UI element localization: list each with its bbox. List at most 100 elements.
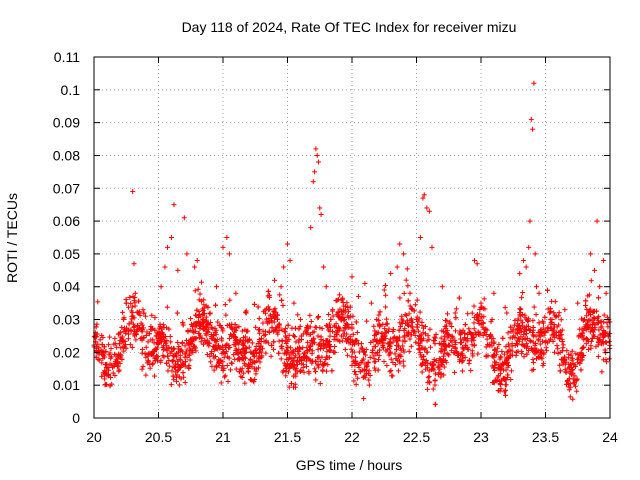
data-point bbox=[158, 284, 164, 290]
data-point bbox=[575, 355, 581, 361]
data-point bbox=[420, 325, 426, 331]
data-point bbox=[519, 341, 525, 347]
data-point bbox=[462, 354, 468, 360]
data-point bbox=[346, 315, 352, 321]
data-point bbox=[324, 354, 330, 360]
data-point bbox=[589, 335, 595, 341]
data-point bbox=[226, 336, 232, 342]
data-point bbox=[165, 368, 171, 374]
data-point bbox=[401, 363, 407, 369]
data-point bbox=[547, 310, 553, 316]
data-point bbox=[585, 293, 591, 299]
data-point bbox=[349, 354, 355, 360]
data-point bbox=[266, 329, 272, 335]
data-point bbox=[381, 287, 387, 293]
data-point bbox=[251, 301, 257, 307]
data-point bbox=[562, 307, 568, 313]
data-point bbox=[358, 345, 364, 351]
data-point bbox=[498, 354, 504, 360]
data-point bbox=[315, 315, 321, 321]
data-point bbox=[386, 341, 392, 347]
data-point bbox=[574, 388, 580, 394]
data-point bbox=[333, 298, 339, 304]
y-tick-label: 0.11 bbox=[54, 49, 80, 65]
data-point bbox=[575, 300, 581, 306]
data-point bbox=[521, 354, 527, 360]
data-point bbox=[388, 271, 394, 277]
data-point bbox=[131, 298, 137, 304]
data-point bbox=[130, 293, 136, 299]
y-tick-label: 0.04 bbox=[53, 279, 80, 295]
data-point bbox=[324, 349, 330, 355]
data-point bbox=[448, 337, 454, 343]
data-point bbox=[249, 340, 255, 346]
data-point bbox=[131, 315, 137, 321]
data-point bbox=[180, 362, 186, 368]
data-point bbox=[484, 336, 490, 342]
data-point bbox=[286, 384, 292, 390]
data-point bbox=[133, 337, 139, 343]
data-point bbox=[251, 353, 257, 359]
data-point bbox=[482, 306, 488, 312]
data-point bbox=[475, 329, 481, 335]
data-point bbox=[222, 373, 228, 379]
data-point bbox=[353, 381, 359, 387]
data-point bbox=[116, 341, 122, 347]
data-point bbox=[512, 318, 518, 324]
data-point bbox=[127, 342, 133, 348]
data-point bbox=[567, 394, 573, 400]
data-point bbox=[431, 338, 437, 344]
data-point bbox=[122, 338, 128, 344]
data-point bbox=[601, 257, 607, 263]
data-point bbox=[283, 373, 289, 379]
data-point bbox=[168, 235, 174, 240]
data-point bbox=[401, 290, 407, 296]
data-point bbox=[506, 341, 512, 347]
data-point bbox=[116, 368, 122, 374]
data-point bbox=[520, 289, 526, 295]
data-point bbox=[251, 379, 257, 385]
data-point bbox=[290, 350, 296, 356]
data-point bbox=[399, 320, 405, 326]
y-tick-label: 0.01 bbox=[53, 377, 80, 393]
data-point bbox=[261, 339, 267, 345]
data-point bbox=[246, 361, 252, 367]
data-point bbox=[393, 347, 399, 353]
data-point bbox=[232, 333, 238, 339]
data-point bbox=[479, 314, 485, 320]
data-point bbox=[547, 336, 553, 342]
data-point bbox=[274, 329, 280, 335]
data-point bbox=[438, 371, 444, 377]
data-point bbox=[366, 382, 372, 388]
data-point bbox=[253, 324, 259, 330]
data-point bbox=[278, 356, 284, 362]
data-point bbox=[511, 333, 517, 339]
data-point bbox=[182, 379, 188, 385]
data-point bbox=[263, 350, 269, 356]
data-point bbox=[310, 179, 316, 185]
data-point bbox=[503, 382, 509, 388]
data-point bbox=[178, 357, 184, 363]
data-point bbox=[309, 338, 315, 344]
data-point bbox=[305, 339, 311, 345]
data-point bbox=[206, 340, 212, 346]
data-point bbox=[508, 376, 514, 382]
data-point bbox=[351, 369, 357, 375]
data-point bbox=[529, 346, 535, 352]
data-point bbox=[195, 314, 201, 320]
data-point bbox=[406, 311, 412, 317]
data-point bbox=[164, 304, 170, 310]
data-point bbox=[93, 349, 99, 355]
data-point bbox=[408, 332, 414, 338]
data-point bbox=[293, 339, 299, 345]
data-point bbox=[231, 352, 237, 358]
data-point bbox=[401, 333, 407, 339]
y-tick-label: 0.05 bbox=[53, 246, 80, 262]
data-point bbox=[505, 372, 511, 378]
data-point bbox=[601, 333, 607, 339]
data-point bbox=[600, 339, 606, 345]
data-point bbox=[279, 297, 285, 303]
data-point bbox=[287, 364, 293, 370]
data-point bbox=[258, 336, 264, 342]
data-point bbox=[526, 244, 532, 250]
